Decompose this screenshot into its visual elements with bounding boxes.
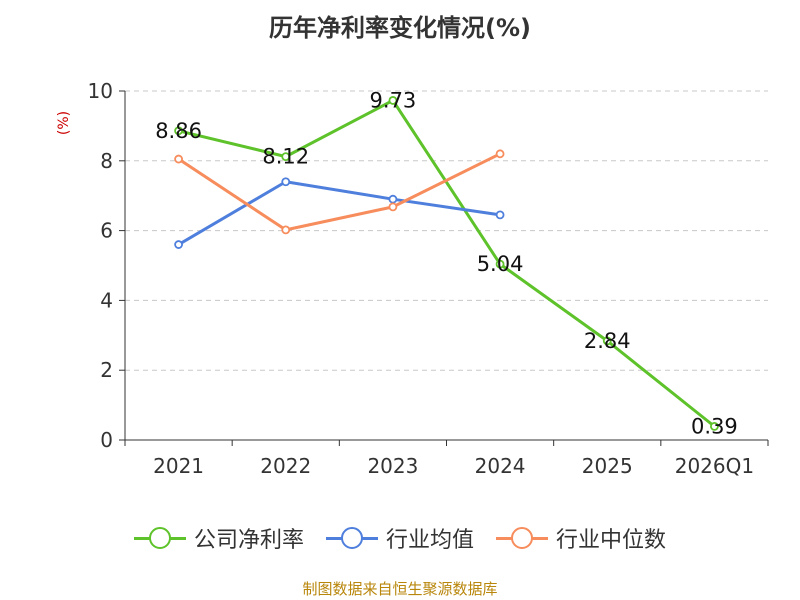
series-line xyxy=(177,152,501,232)
legend-item-company-net-margin[interactable]: 公司净利率 xyxy=(133,522,304,554)
y-tick-label: 2 xyxy=(100,358,113,382)
data-point xyxy=(281,225,291,235)
data-point xyxy=(495,149,505,159)
data-labels: 8.86 8.12 9.73 5.04 2.84 0.39 xyxy=(155,88,738,438)
data-point xyxy=(281,177,291,187)
legend: 公司净利率 行业均值 行业中位数 xyxy=(0,522,800,554)
data-point xyxy=(174,154,183,164)
legend-item-industry-average[interactable]: 行业均值 xyxy=(325,522,474,554)
legend-marker-icon xyxy=(496,526,548,550)
grid-lines xyxy=(125,90,768,371)
data-label: 0.39 xyxy=(691,414,738,438)
y-tick-label: 6 xyxy=(100,219,113,243)
data-point xyxy=(388,202,398,212)
series-lines xyxy=(174,96,719,431)
chart-title: 历年净利率变化情况(%) xyxy=(269,14,531,42)
y-tick-label: 8 xyxy=(100,149,113,173)
legend-marker-icon xyxy=(133,526,186,550)
legend-marker-icon xyxy=(325,526,378,550)
x-tick-label: 2025 xyxy=(582,454,633,478)
data-point xyxy=(388,96,398,105)
x-tick-label: 2021 xyxy=(153,454,204,478)
legend-label: 公司净利率 xyxy=(193,528,304,553)
legend-label: 行业均值 xyxy=(385,528,474,553)
x-tick-label: 2026Q1 xyxy=(675,454,754,478)
data-point xyxy=(602,336,612,346)
legend-label: 行业中位数 xyxy=(556,528,667,553)
data-point xyxy=(710,421,719,431)
x-tick-label: 2024 xyxy=(475,454,526,478)
data-point xyxy=(495,259,505,269)
series-line xyxy=(178,98,716,428)
legend-item-industry-median[interactable]: 行业中位数 xyxy=(496,522,666,554)
data-label: 5.04 xyxy=(477,252,524,276)
data-label: 2.84 xyxy=(584,329,631,353)
data-label: 9.73 xyxy=(370,88,417,112)
series-line xyxy=(177,180,501,246)
data-point xyxy=(281,152,291,162)
x-tick-label: 2022 xyxy=(260,454,311,478)
x-tick-label: 2023 xyxy=(367,454,418,478)
data-label: 8.12 xyxy=(262,145,309,169)
data-point xyxy=(174,240,183,249)
y-tick-label: 10 xyxy=(88,79,113,103)
source-note: 制图数据来自恒生聚源数据库 xyxy=(302,580,498,598)
data-point xyxy=(174,126,183,136)
y-tick-label: 4 xyxy=(100,288,113,312)
data-point xyxy=(495,210,505,220)
data-point xyxy=(388,194,398,204)
data-label: 8.86 xyxy=(155,119,202,143)
y-tick-label: 0 xyxy=(100,428,113,452)
axes: 0 2 4 6 8 10 2021 2022 2023 2024 2025 2026Q1 xyxy=(88,79,769,478)
